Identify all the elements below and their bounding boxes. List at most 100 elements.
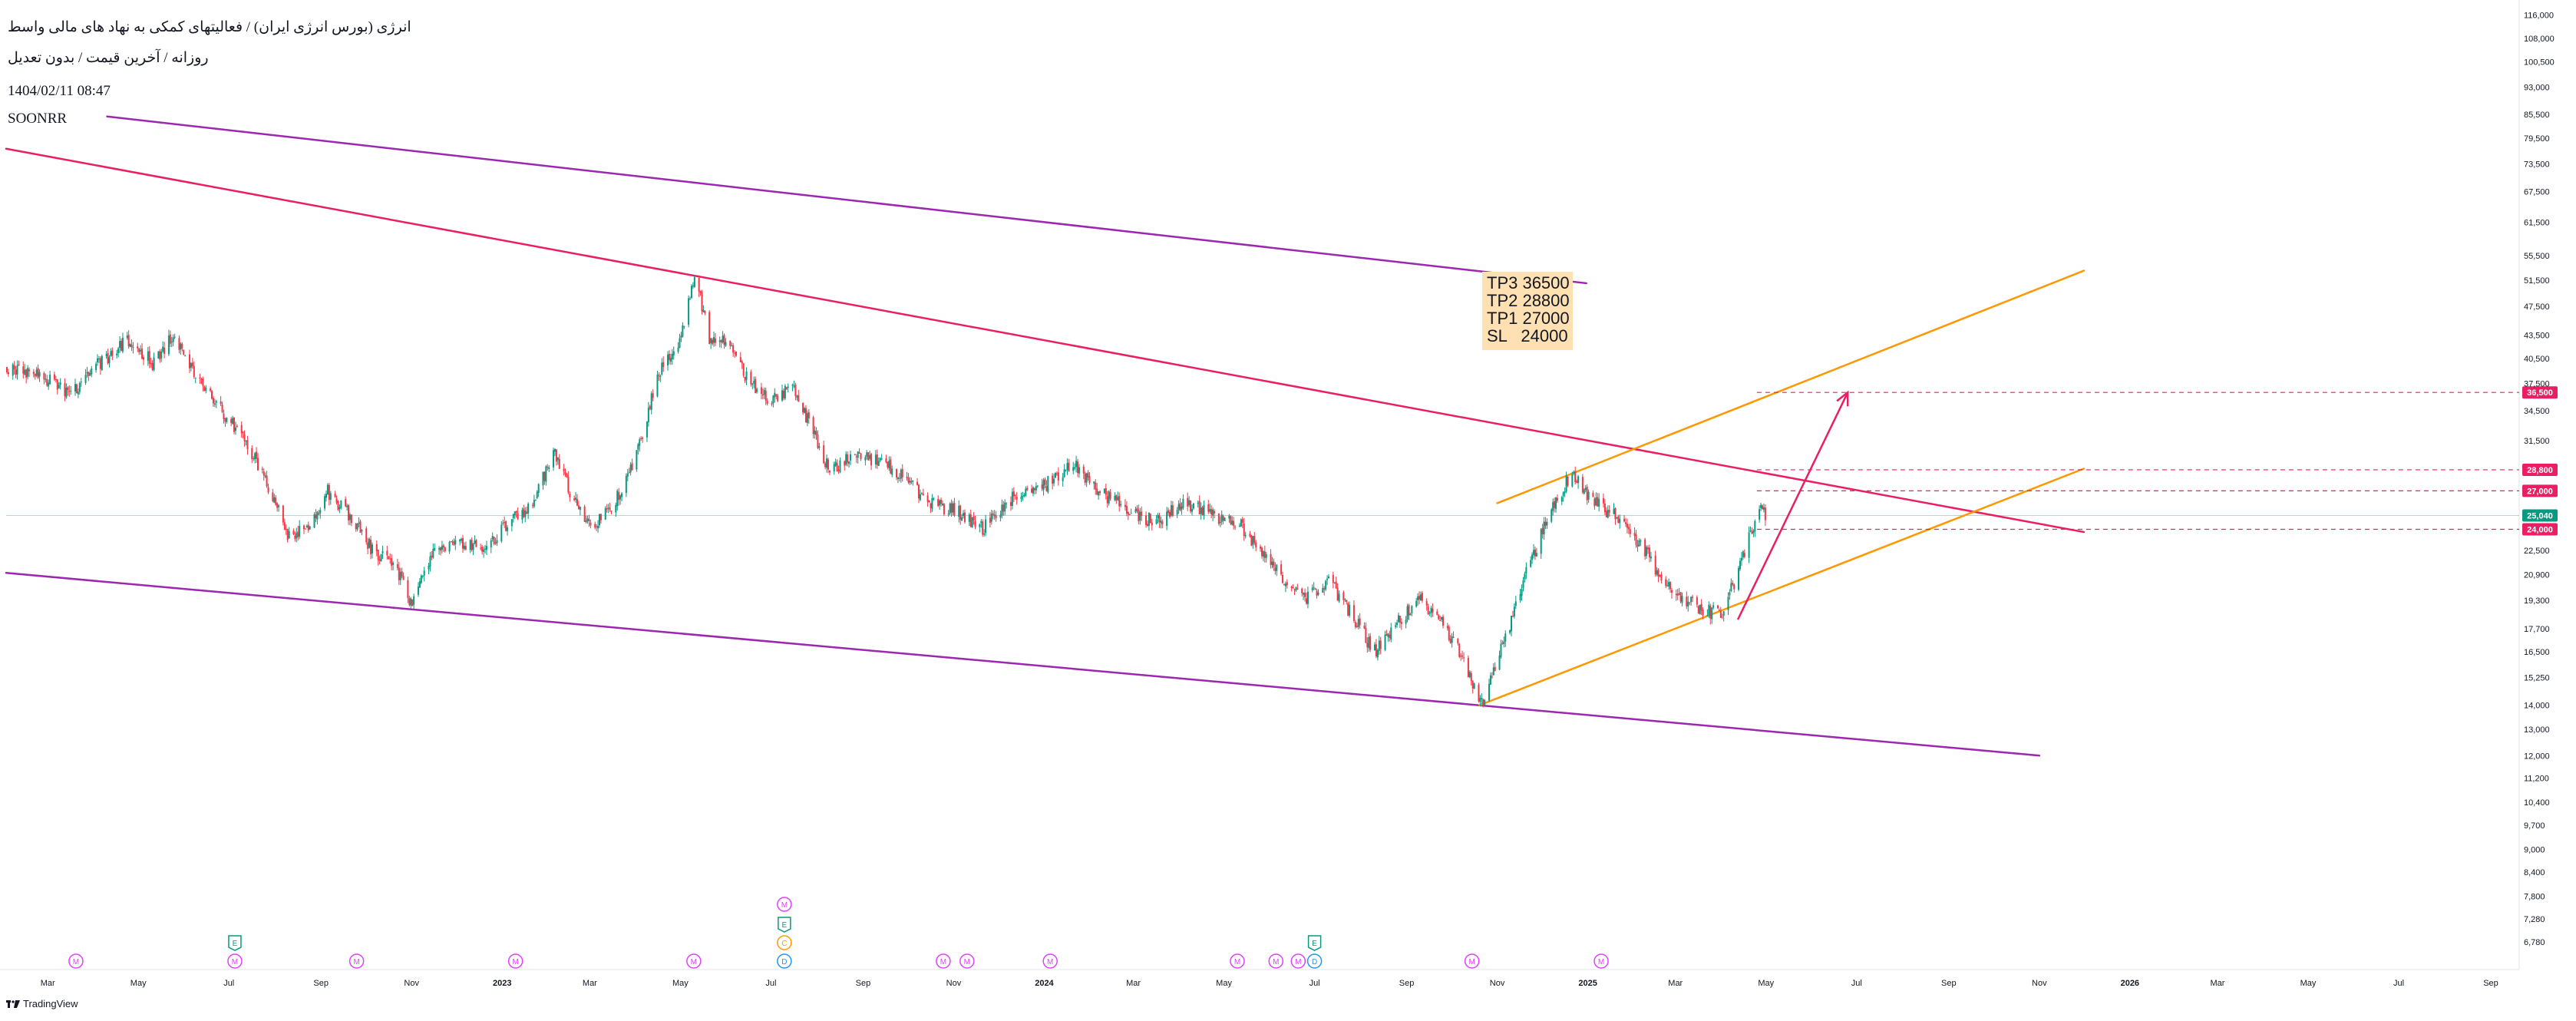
tradingview-logo[interactable]: TradingView — [6, 998, 78, 1009]
channel-lower-line[interactable] — [5, 572, 2041, 757]
level-price-tag-tp3[interactable] — [2522, 386, 2558, 399]
event-badge-letter: M — [1295, 958, 1301, 966]
tradingview-icon — [6, 1000, 20, 1008]
price-axis[interactable]: 36,500 28,800 27,000 24,000 25,040 116,000 108… — [2522, 11, 2558, 947]
candle-body — [1306, 591, 1309, 604]
target-arrow[interactable] — [1736, 392, 1849, 620]
candle-body — [43, 373, 45, 380]
candle-body — [288, 530, 290, 539]
target-arrow-head — [1836, 390, 1849, 407]
candle-body — [1082, 466, 1085, 474]
event-badge-e[interactable]: E — [228, 935, 242, 951]
event-markers[interactable]: M E M M M M M E C D M M M M M M E D M M — [68, 897, 1609, 969]
event-badge-m[interactable]: M — [348, 953, 365, 969]
candle-body — [329, 493, 332, 500]
channel-upper-line[interactable] — [106, 115, 1587, 285]
candle-body — [1322, 587, 1324, 593]
candle-body — [1106, 496, 1108, 504]
candle-body — [774, 392, 776, 398]
level-price-tag-tp1[interactable] — [2522, 484, 2558, 497]
candle-body — [472, 543, 474, 550]
downtrend-line[interactable] — [5, 147, 2086, 534]
event-badge-m[interactable]: M — [1042, 953, 1058, 969]
wedge-lower-line[interactable] — [1478, 468, 2086, 706]
candle-body — [1740, 557, 1742, 561]
candle-body — [243, 434, 246, 441]
candle-body — [806, 413, 808, 424]
event-badge-m[interactable]: M — [936, 953, 951, 969]
candle-body — [1253, 535, 1256, 544]
event-badge-d[interactable]: D — [1306, 953, 1323, 969]
event-badge-e[interactable]: E — [1307, 935, 1322, 951]
event-badge-m[interactable]: M — [1268, 953, 1284, 969]
candle-body — [1207, 504, 1210, 512]
targets-note[interactable]: TP3 36500 TP2 28800 TP1 27000 SL 24000 — [1482, 272, 1573, 350]
candle-body — [1373, 644, 1376, 651]
candle-body — [926, 495, 929, 502]
candle-body — [1727, 596, 1729, 610]
candle-body — [1117, 497, 1119, 501]
candle-body — [116, 353, 118, 355]
candle-body — [1149, 514, 1151, 524]
x-tick-label: 2025 — [1578, 979, 1597, 988]
candle-body — [766, 400, 768, 405]
event-badge-m[interactable]: M — [227, 953, 243, 969]
candle-body — [555, 449, 557, 462]
candle-body — [682, 325, 684, 337]
event-badge-e[interactable]: E — [778, 917, 791, 933]
event-badge-m[interactable]: M — [959, 953, 975, 969]
candle-body — [137, 346, 139, 349]
wedge-upper-line[interactable] — [1496, 269, 2086, 504]
candle-body — [1138, 510, 1140, 521]
event-badge-m[interactable]: M — [686, 953, 702, 969]
candle-body — [502, 523, 504, 524]
candle-body — [1270, 553, 1272, 565]
event-badge-m[interactable]: M — [1290, 953, 1306, 969]
x-tick-label: May — [2300, 979, 2317, 988]
candle-body — [65, 388, 68, 398]
event-badge-m[interactable]: M — [1230, 953, 1245, 969]
candle-body — [167, 335, 170, 355]
candle-body — [256, 458, 259, 471]
candle-body — [1077, 461, 1079, 474]
target-levels[interactable] — [1756, 392, 2519, 530]
candle-body — [325, 494, 327, 498]
y-tick-label: 7,800 — [2524, 892, 2545, 901]
candle-body — [6, 367, 8, 372]
candle-body — [1001, 504, 1003, 516]
event-badge-letter: C — [781, 940, 787, 948]
level-price-tag-sl[interactable] — [2522, 523, 2558, 536]
candle-body — [1020, 497, 1022, 499]
candle-body — [423, 570, 425, 576]
drawings-layer[interactable] — [5, 115, 2086, 757]
event-badge-m[interactable]: M — [1464, 953, 1480, 969]
candle-body — [796, 395, 798, 398]
candle-body — [328, 484, 330, 501]
event-badge-c[interactable]: C — [777, 935, 792, 950]
candle-body — [1295, 586, 1297, 590]
candle-body — [712, 339, 714, 345]
note-line-tp3: TP3 36500 — [1487, 273, 1570, 292]
event-badge-d[interactable]: D — [777, 953, 792, 969]
candle-body — [751, 383, 754, 385]
candle-body — [515, 510, 517, 514]
candle-body — [594, 524, 596, 528]
candle-body — [381, 550, 384, 553]
candle-body — [714, 338, 716, 343]
event-badge-m[interactable]: M — [68, 953, 84, 969]
event-badge-m[interactable]: M — [777, 897, 792, 912]
level-price-tag-tp2[interactable] — [2522, 463, 2558, 476]
time-axis[interactable]: Mar May Jul Sep Nov 2023 Mar May Jul Sep Nov 2024 Ma… — [41, 979, 2498, 988]
candle-body — [756, 388, 758, 392]
candle-body — [731, 345, 733, 347]
event-badge-m[interactable]: M — [1593, 953, 1609, 969]
last-price-tag[interactable] — [2522, 509, 2558, 522]
candle-body — [618, 492, 620, 501]
candle-body — [1222, 516, 1224, 521]
candle-body — [784, 385, 786, 399]
candle-body — [804, 408, 806, 413]
candle-body — [1555, 497, 1557, 509]
event-badge-m[interactable]: M — [507, 953, 523, 969]
event-marker-circle — [507, 953, 523, 969]
